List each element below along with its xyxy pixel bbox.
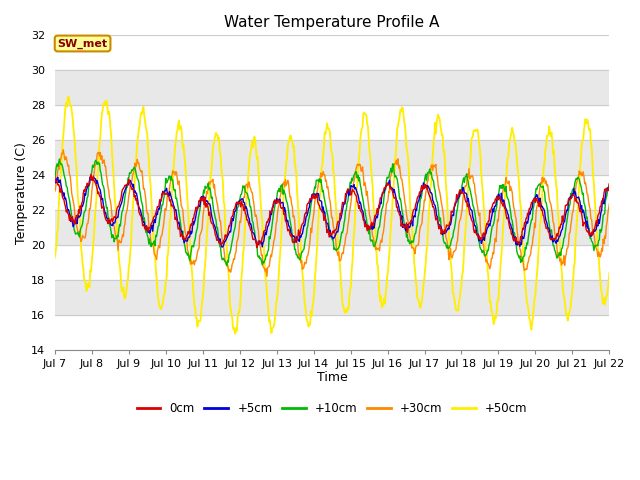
Title: Water Temperature Profile A: Water Temperature Profile A [225,15,440,30]
Text: SW_met: SW_met [58,38,108,48]
Y-axis label: Temperature (C): Temperature (C) [15,142,28,244]
Bar [55,70,609,105]
Legend: 0cm, +5cm, +10cm, +30cm, +50cm: 0cm, +5cm, +10cm, +30cm, +50cm [132,397,532,420]
Bar [55,280,609,315]
Bar [55,210,609,245]
Bar [55,140,609,175]
X-axis label: Time: Time [317,371,348,384]
